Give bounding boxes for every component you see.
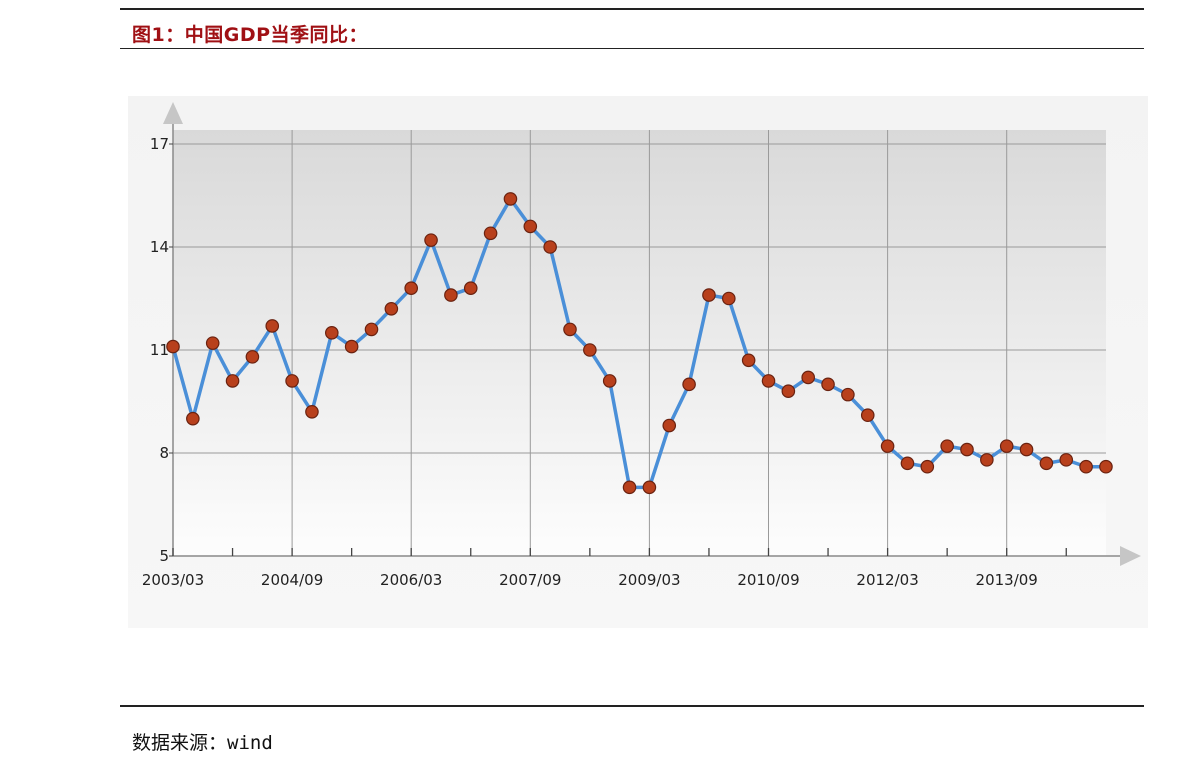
- data-point: [305, 404, 319, 419]
- data-point: [463, 281, 478, 295]
- data-point: [662, 418, 677, 433]
- data-point: [999, 439, 1014, 453]
- x-axis-arrow: [1120, 546, 1141, 566]
- data-point: [1079, 459, 1093, 474]
- data-point: [543, 240, 557, 254]
- data-point: [384, 302, 399, 316]
- data-point: [583, 343, 597, 357]
- data-point: [741, 353, 756, 368]
- y-tick-label: 8: [159, 444, 169, 462]
- data-point: [424, 233, 438, 247]
- data-point: [503, 192, 518, 206]
- data-point: [980, 453, 994, 467]
- source-note: 数据来源：wind: [132, 732, 273, 754]
- data-point: [900, 456, 915, 471]
- data-point: [225, 374, 240, 388]
- data-point: [801, 370, 815, 385]
- data-point: [622, 480, 637, 495]
- data-point: [761, 374, 776, 388]
- x-tick-label: 2003/03: [142, 571, 204, 589]
- data-point: [364, 322, 379, 337]
- data-point: [523, 219, 538, 234]
- data-point: [920, 459, 935, 474]
- data-point: [483, 226, 498, 241]
- x-tick-label: 2009/03: [618, 571, 680, 589]
- data-point: [1099, 459, 1113, 474]
- data-point: [602, 374, 617, 388]
- data-point: [265, 319, 280, 333]
- data-point: [186, 411, 200, 426]
- data-point: [166, 339, 180, 354]
- data-point: [404, 281, 418, 295]
- data-point: [325, 326, 339, 340]
- x-tick-label: 2010/09: [737, 571, 799, 589]
- y-tick-label: 5: [159, 547, 169, 565]
- top-rule: [120, 8, 1144, 10]
- data-point: [960, 442, 974, 457]
- data-point: [721, 291, 736, 306]
- y-axis-arrow: [163, 102, 183, 124]
- data-point: [1039, 456, 1054, 471]
- x-tick-label: 2013/09: [976, 571, 1038, 589]
- data-point: [682, 377, 696, 392]
- data-point: [1019, 442, 1034, 457]
- data-point: [940, 439, 954, 453]
- y-tick-label: 17: [150, 135, 169, 153]
- title-underline: [120, 48, 1144, 49]
- data-point: [702, 288, 716, 302]
- data-point: [642, 480, 657, 495]
- data-point: [841, 387, 855, 402]
- x-tick-label: 2007/09: [499, 571, 561, 589]
- y-tick-label: 14: [150, 238, 169, 256]
- y-tick-label: 11: [150, 341, 169, 359]
- gdp-chart: 5 8 11 14 17 2003/03 2004/09 2006/03 2007/09 2009…: [128, 96, 1148, 628]
- bottom-rule: [120, 705, 1144, 707]
- data-point: [880, 439, 895, 453]
- x-tick-label: 2006/03: [380, 571, 442, 589]
- line-chart-svg: 5 8 11 14 17 2003/03 2004/09 2006/03 2007/09 2009…: [128, 96, 1148, 628]
- data-point: [205, 336, 220, 350]
- data-point: [245, 350, 260, 364]
- data-point: [781, 384, 796, 398]
- data-point: [444, 288, 458, 302]
- data-point: [821, 377, 835, 392]
- data-point: [860, 408, 875, 423]
- data-point: [1059, 453, 1074, 467]
- plot-area: [173, 130, 1106, 556]
- data-point: [344, 339, 359, 354]
- x-tick-label: 2004/09: [261, 571, 323, 589]
- x-tick-label: 2012/03: [856, 571, 918, 589]
- figure-title: 图1：中国GDP当季同比：: [132, 24, 369, 46]
- data-point: [563, 322, 577, 337]
- data-point: [285, 374, 299, 388]
